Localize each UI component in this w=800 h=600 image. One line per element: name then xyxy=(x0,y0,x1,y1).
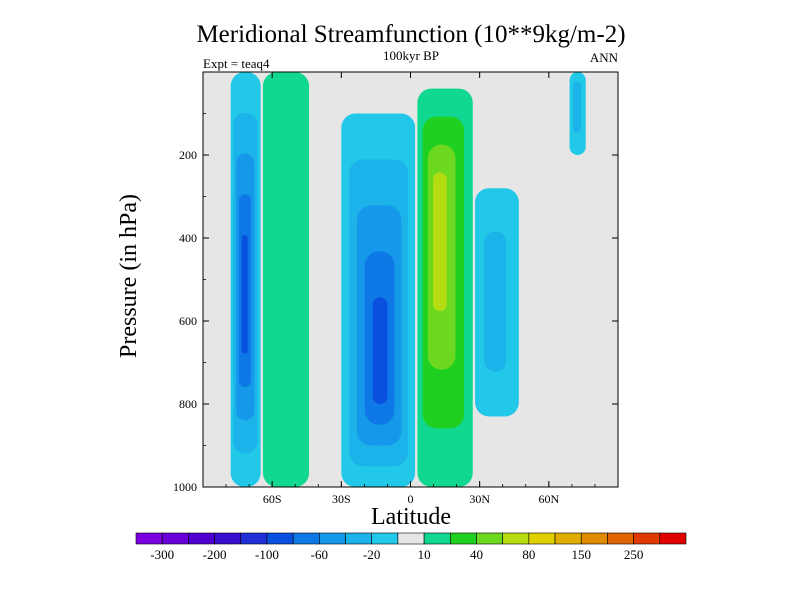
southern-ferrel-cell xyxy=(262,72,310,487)
colorbar-swatch xyxy=(240,532,268,545)
colorbar-swatch xyxy=(345,532,373,545)
y-axis: 200 400 600 800 1000 xyxy=(173,113,618,494)
y-tick-label: 800 xyxy=(179,397,197,411)
colorbar-swatch xyxy=(607,532,634,545)
colorbar-swatch xyxy=(528,532,556,545)
northern-polar-cell xyxy=(569,72,586,155)
colorbar-swatch xyxy=(292,532,320,545)
chart-title: Meridional Streamfunction (10**9kg/m-2) xyxy=(196,21,625,48)
y-tick-label: 200 xyxy=(179,148,197,162)
colorbar-label: 150 xyxy=(571,547,591,562)
colorbar-swatch xyxy=(476,532,503,545)
y-tick-label: 1000 xyxy=(173,480,197,494)
colorbar-label: 40 xyxy=(470,547,483,562)
colorbar-label: 250 xyxy=(624,547,644,562)
colorbar-swatch xyxy=(371,532,399,545)
colorbar: -300 -200 -100 -60 -20 10 40 80 150 250 xyxy=(135,532,687,562)
southern-hadley-cell-band-5 xyxy=(372,297,388,404)
southern-ferrel-cell-band-1 xyxy=(262,72,310,487)
colorbar-swatch xyxy=(659,532,687,545)
colorbar-swatch xyxy=(266,532,294,545)
northern-hadley-cell-band-4 xyxy=(432,172,447,312)
x-tick-label: 30N xyxy=(469,492,490,506)
colorbar-swatch xyxy=(554,532,582,545)
x-tick-label: 30S xyxy=(332,492,351,506)
colorbar-label: 80 xyxy=(522,547,535,562)
colorbar-label: -300 xyxy=(150,547,174,562)
colorbar-swatch xyxy=(135,532,163,545)
contour-layer xyxy=(230,72,586,487)
colorbar-swatch xyxy=(214,532,242,545)
colorbar-label: -200 xyxy=(203,547,227,562)
southern-polar-cell-band-5 xyxy=(241,235,248,354)
colorbar-swatch xyxy=(423,532,451,545)
colorbar-label: -20 xyxy=(363,547,380,562)
colorbar-swatch xyxy=(633,532,661,545)
colorbar-swatch xyxy=(161,532,189,545)
experiment-label: Expt = teaq4 xyxy=(203,56,270,71)
colorbar-label: -100 xyxy=(255,547,279,562)
season-label: ANN xyxy=(590,50,619,65)
y-tick-label: 600 xyxy=(179,314,197,328)
colorbar-label: -60 xyxy=(311,547,328,562)
y-axis-label: Pressure (in hPa) xyxy=(116,194,142,358)
x-tick-label: 60N xyxy=(538,492,559,506)
southern-polar-cell xyxy=(230,72,261,487)
colorbar-swatch xyxy=(319,532,346,545)
colorbar-swatch xyxy=(580,532,608,545)
northern-hadley-cell xyxy=(417,88,473,487)
chart-subtitle: 100kyr BP xyxy=(383,48,439,63)
plot-area xyxy=(202,71,619,488)
x-axis: 60S 30S 0 30N 60N xyxy=(202,72,619,506)
y-tick-label: 400 xyxy=(179,231,197,245)
x-tick-label: 60S xyxy=(263,492,282,506)
southern-hadley-cell xyxy=(341,113,416,487)
x-tick-label: 0 xyxy=(408,492,414,506)
colorbar-swatch xyxy=(502,532,530,545)
northern-ferrel-cell xyxy=(475,188,519,417)
x-axis-label: Latitude xyxy=(371,504,451,530)
colorbar-label: 10 xyxy=(418,547,431,562)
colorbar-swatch xyxy=(397,532,425,545)
colorbar-swatch xyxy=(188,532,215,545)
colorbar-swatch xyxy=(449,532,477,545)
northern-polar-cell-band-2 xyxy=(573,81,582,133)
northern-ferrel-cell-band-2 xyxy=(484,231,507,372)
